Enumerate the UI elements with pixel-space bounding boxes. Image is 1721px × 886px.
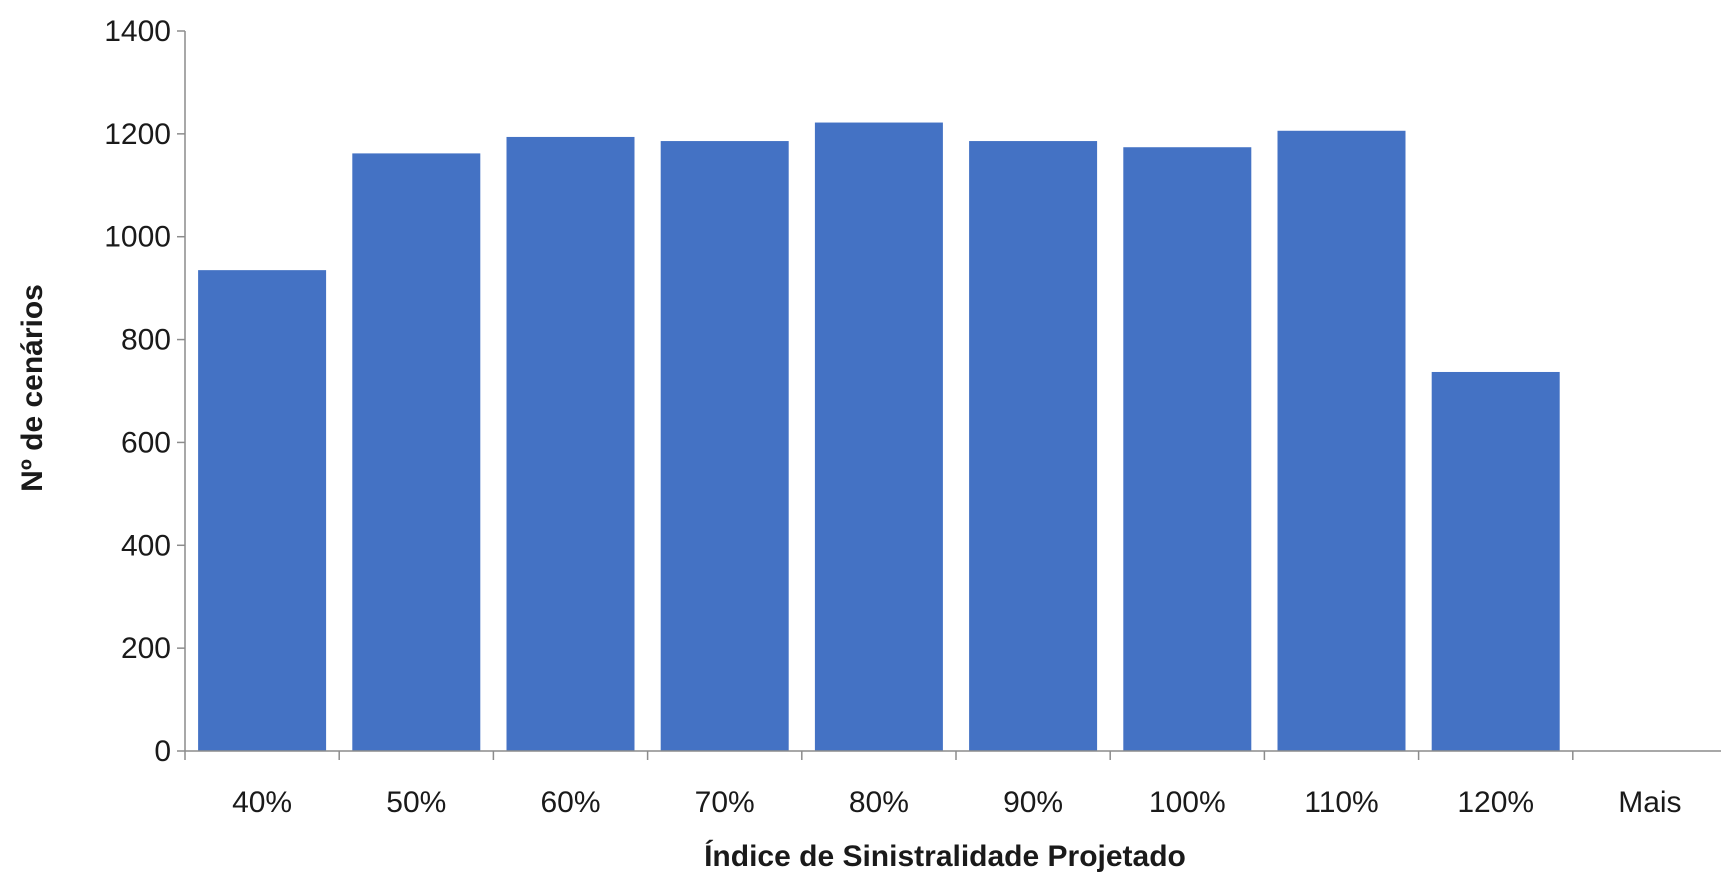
axes-layer	[177, 30, 1721, 760]
x-tick-labels: 40% 50% 60% 70% 80% 90% 100% 110% 120% Mais	[232, 786, 1681, 819]
bar-120%	[1431, 371, 1560, 751]
x-tick-label: 40%	[232, 786, 292, 819]
x-tick-label: 50%	[386, 786, 446, 819]
bar-60%	[506, 136, 635, 751]
x-tick-label: 80%	[849, 786, 909, 819]
bar-80%	[814, 122, 943, 752]
y-tick-label: 200	[121, 632, 171, 665]
bar-100%	[1123, 147, 1252, 751]
bar-50%	[352, 153, 481, 751]
bars-layer	[198, 122, 1560, 752]
y-tick-label: 400	[121, 529, 171, 562]
y-tick-label: 1200	[104, 118, 171, 151]
x-tick-label: 110%	[1304, 786, 1379, 819]
y-tick-label: 1400	[104, 15, 171, 48]
x-tick-label: 100%	[1149, 786, 1226, 819]
x-axis-title: Índice de Sinistralidade Projetado	[704, 839, 1186, 873]
x-tick-label: Mais	[1618, 786, 1681, 819]
y-tick-labels: 0 200 400 600 800 1000 1200 1400	[104, 15, 171, 768]
x-tick-label: 60%	[540, 786, 600, 819]
y-axis-title: Nº de cenários	[16, 284, 49, 492]
bar-110%	[1277, 130, 1406, 751]
y-tick-label: 0	[154, 735, 171, 768]
x-tick-label: 120%	[1457, 786, 1534, 819]
y-tick-label: 800	[121, 324, 171, 357]
bar-70%	[660, 141, 789, 752]
y-tick-label: 1000	[104, 221, 171, 254]
x-tick-label: 70%	[695, 786, 755, 819]
x-tick-label: 90%	[1003, 786, 1063, 819]
bar-90%	[969, 141, 1098, 752]
y-tick-label: 600	[121, 426, 171, 459]
bar-40%	[198, 270, 327, 751]
